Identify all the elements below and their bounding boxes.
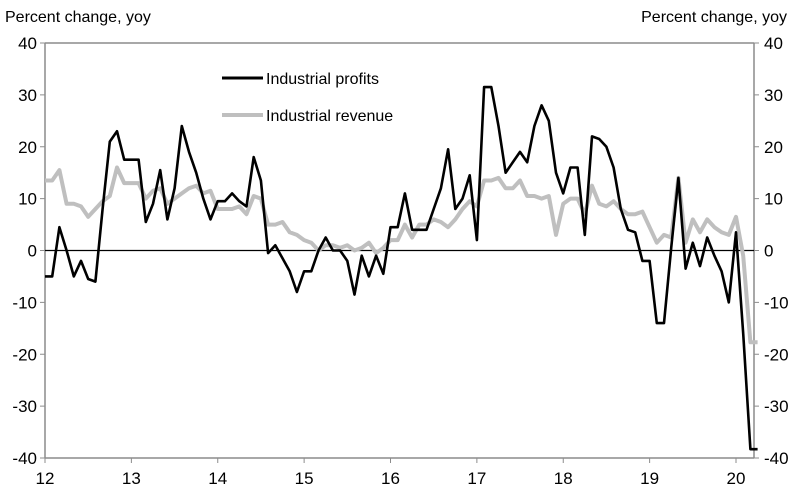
left-y-tick-label: -20 — [12, 345, 37, 364]
right-y-tick-label: 30 — [764, 86, 783, 105]
right-y-tick-label: -10 — [764, 293, 789, 312]
x-tick-label: 12 — [36, 469, 55, 488]
x-tick-label: 20 — [727, 469, 746, 488]
left-y-tick-label: 20 — [18, 138, 37, 157]
left-y-tick-label: -40 — [12, 449, 37, 468]
x-tick-label: 19 — [640, 469, 659, 488]
legend-label-revenue: Industrial revenue — [266, 108, 393, 125]
left-y-tick-label: 10 — [18, 190, 37, 209]
right-y-tick-label: 20 — [764, 138, 783, 157]
x-tick-label: 13 — [122, 469, 141, 488]
legend: Industrial profits Industrial revenue — [222, 71, 393, 125]
legend-label-profits: Industrial profits — [266, 71, 379, 88]
x-tick-label: 16 — [381, 469, 400, 488]
right-y-tick-label: 10 — [764, 190, 783, 209]
series-line-industrial-revenue — [45, 165, 758, 345]
right-y-tick-label: 0 — [764, 242, 773, 261]
x-tick-label: 14 — [208, 469, 227, 488]
right-y-tick-label: 40 — [764, 34, 783, 53]
x-tick-label: 15 — [295, 469, 314, 488]
left-y-tick-label: -30 — [12, 397, 37, 416]
right-y-tick-label: -20 — [764, 345, 789, 364]
x-tick-label: 18 — [554, 469, 573, 488]
series-group — [44, 85, 758, 451]
left-y-tick-label: 0 — [28, 242, 37, 261]
left-y-tick-label: 30 — [18, 86, 37, 105]
left-y-tick-label: -10 — [12, 293, 37, 312]
x-tick-label: 17 — [467, 469, 486, 488]
right-y-tick-label: -30 — [764, 397, 789, 416]
axes: 40 40 30 30 20 20 10 10 0 0 -10 -10 -20 -20 -30 -30 -40 -… — [12, 34, 788, 488]
series-line-industrial-profits — [45, 85, 758, 451]
left-axis-title: Percent change, yoy — [5, 9, 151, 26]
right-axis-title: Percent change, yoy — [641, 9, 787, 26]
left-y-tick-label: 40 — [18, 34, 37, 53]
right-y-tick-label: -40 — [764, 449, 789, 468]
